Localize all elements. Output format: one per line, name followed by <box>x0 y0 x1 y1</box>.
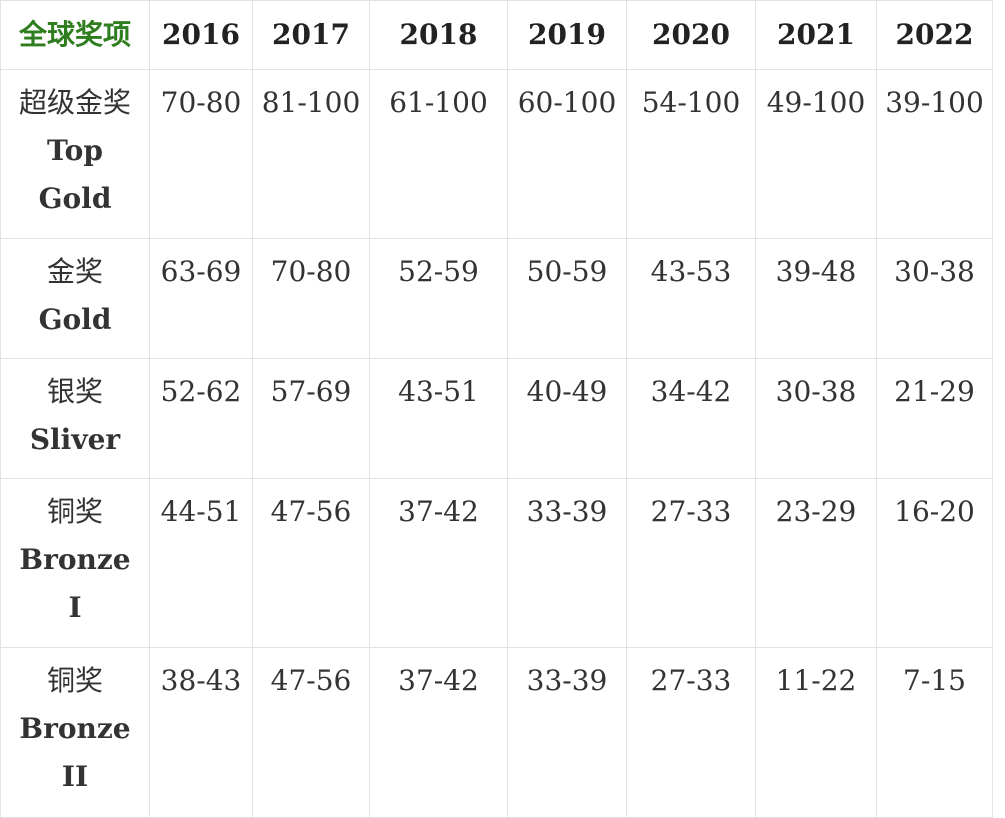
award-name-en: Gold <box>38 303 112 336</box>
year-header: 2022 <box>876 0 993 70</box>
score-range-cell: 57-69 <box>252 358 370 479</box>
year-header: 2020 <box>626 0 756 70</box>
award-label-cell: 超级金奖 Top Gold <box>0 69 150 239</box>
score-range-cell: 70-80 <box>252 238 370 359</box>
award-name-en: Top <box>47 134 103 167</box>
year-header: 2016 <box>149 0 253 70</box>
score-range-cell: 60-100 <box>507 69 627 239</box>
score-range-cell: 81-100 <box>252 69 370 239</box>
score-range-cell: 37-42 <box>369 478 508 648</box>
score-range-cell: 27-33 <box>626 478 756 648</box>
award-name-cn: 超级金奖 <box>18 86 131 119</box>
score-range-cell: 43-51 <box>369 358 508 479</box>
score-range-cell: 47-56 <box>252 478 370 648</box>
award-name-en: II <box>61 760 89 793</box>
score-range-cell: 34-42 <box>626 358 756 479</box>
score-range-cell: 11-22 <box>755 647 877 818</box>
score-range-cell: 47-56 <box>252 647 370 818</box>
year-header: 2019 <box>507 0 627 70</box>
table-row: 银奖 Sliver 52-62 57-69 43-51 40-49 34-42 … <box>0 358 993 479</box>
table-row: 铜奖 Bronze I 44-51 47-56 37-42 33-39 27-3… <box>0 478 993 648</box>
score-range-cell: 39-48 <box>755 238 877 359</box>
year-header: 2021 <box>755 0 877 70</box>
score-range-cell: 38-43 <box>149 647 253 818</box>
score-range-cell: 50-59 <box>507 238 627 359</box>
award-name-en: I <box>68 591 82 624</box>
corner-header: 全球奖项 <box>0 0 150 70</box>
score-range-cell: 61-100 <box>369 69 508 239</box>
award-name-cn: 铜奖 <box>46 495 103 528</box>
year-header: 2017 <box>252 0 370 70</box>
score-range-cell: 44-51 <box>149 478 253 648</box>
table-row: 超级金奖 Top Gold 70-80 81-100 61-100 60-100… <box>0 69 993 239</box>
score-range-cell: 33-39 <box>507 647 627 818</box>
score-range-cell: 7-15 <box>876 647 993 818</box>
score-range-cell: 70-80 <box>149 69 253 239</box>
score-range-cell: 30-38 <box>755 358 877 479</box>
score-range-cell: 33-39 <box>507 478 627 648</box>
year-header: 2018 <box>369 0 508 70</box>
table-row: 铜奖 Bronze II 38-43 47-56 37-42 33-39 27-… <box>0 647 993 818</box>
score-range-cell: 63-69 <box>149 238 253 359</box>
award-label-cell: 铜奖 Bronze II <box>0 647 150 818</box>
award-label-cell: 金奖 Gold <box>0 238 150 359</box>
award-name-en: Sliver <box>29 423 121 456</box>
award-name-en: Gold <box>38 182 112 215</box>
table-row: 金奖 Gold 63-69 70-80 52-59 50-59 43-53 39… <box>0 238 993 359</box>
award-label-cell: 银奖 Sliver <box>0 358 150 479</box>
score-range-cell: 23-29 <box>755 478 877 648</box>
score-range-cell: 49-100 <box>755 69 877 239</box>
score-range-cell: 30-38 <box>876 238 993 359</box>
score-range-cell: 52-62 <box>149 358 253 479</box>
score-range-cell: 52-59 <box>369 238 508 359</box>
award-name-cn: 银奖 <box>46 375 103 408</box>
score-range-cell: 16-20 <box>876 478 993 648</box>
award-name-cn: 金奖 <box>46 255 103 288</box>
award-label-cell: 铜奖 Bronze I <box>0 478 150 648</box>
award-name-cn: 铜奖 <box>46 664 103 697</box>
header-row: 全球奖项 2016 2017 2018 2019 2020 2021 2022 <box>0 0 993 70</box>
score-range-cell: 37-42 <box>369 647 508 818</box>
award-name-en: Bronze <box>19 712 131 745</box>
award-name-en: Bronze <box>19 543 131 576</box>
score-range-cell: 39-100 <box>876 69 993 239</box>
score-range-cell: 40-49 <box>507 358 627 479</box>
score-range-cell: 27-33 <box>626 647 756 818</box>
score-range-cell: 54-100 <box>626 69 756 239</box>
score-range-cell: 43-53 <box>626 238 756 359</box>
score-range-cell: 21-29 <box>876 358 993 479</box>
